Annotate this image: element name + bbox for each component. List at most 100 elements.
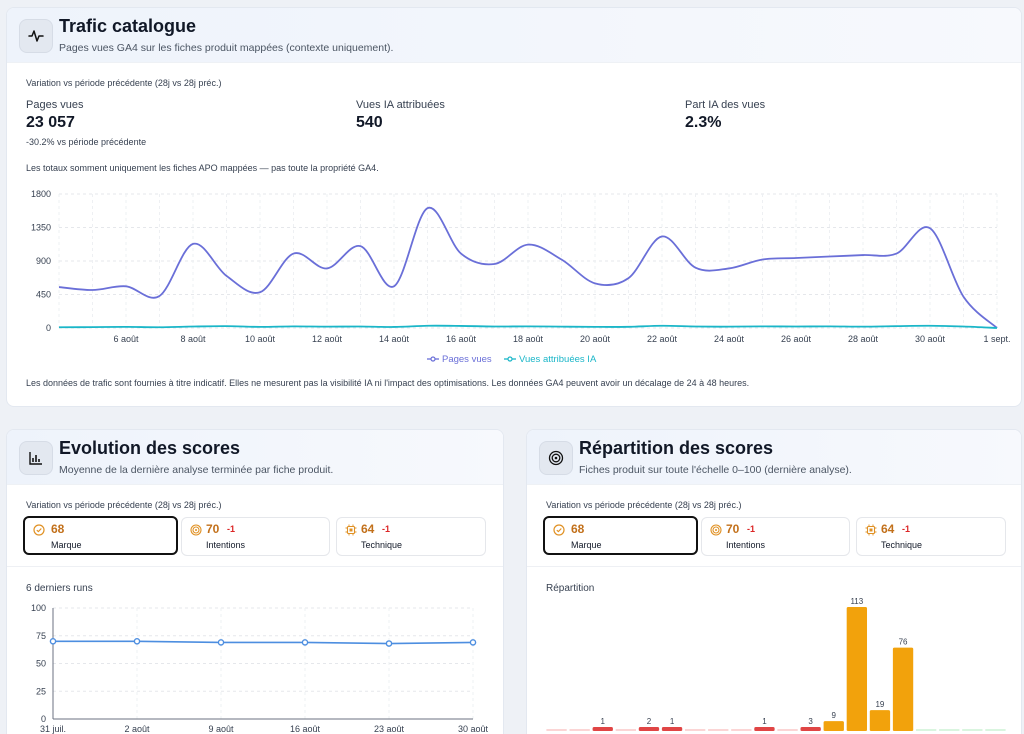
traffic-card-header: Trafic catalogue Pages vues GA4 sur les …: [7, 8, 1021, 63]
y-tick-label: 1350: [31, 223, 51, 233]
x-tick-label: 8 août: [180, 334, 206, 344]
bar-value-label: 19: [875, 700, 884, 709]
tile-intentions-value: 70: [206, 522, 220, 536]
y-tick-label: 0: [46, 323, 51, 333]
score-point: [49, 638, 57, 645]
totals-note: Les totaux somment uniquement les fiches…: [26, 163, 379, 173]
kpi-ia-share-value: 2.3%: [685, 114, 722, 131]
repartition-card: Répartition des scores Fiches produit su…: [526, 429, 1022, 734]
legend-item: Vues attribuées IA: [519, 354, 597, 365]
repartition-title: Répartition des scores: [579, 438, 774, 458]
x-tick-label: 28 août: [848, 334, 879, 344]
x-tick-label: 10 août: [245, 334, 276, 344]
kpi-ia-views-label: Vues IA attribuées: [356, 99, 445, 111]
x-tick-label: 14 août: [379, 334, 410, 344]
tile-intentions[interactable]: 70 -1 Intentions: [701, 517, 850, 556]
y-tick-label: 1800: [31, 189, 51, 199]
bar-value-label: 1: [670, 717, 675, 726]
bar: [800, 727, 821, 731]
legend-item: Pages vues: [442, 354, 492, 365]
tile-intentions-label: Intentions: [206, 540, 246, 550]
x-tick-label: 9 août: [208, 724, 234, 734]
tile-intentions-value: 70: [726, 522, 740, 536]
tile-marque-label: Marque: [51, 540, 82, 550]
bullseye-icon: [710, 524, 722, 536]
x-tick-label: 26 août: [781, 334, 812, 344]
tile-intentions[interactable]: 70 -1 Intentions: [181, 517, 330, 556]
score-point: [385, 640, 393, 647]
bar: [638, 727, 660, 731]
x-tick-label: 1 sept.: [983, 334, 1010, 344]
evolution-title: Evolution des scores: [59, 438, 241, 458]
chip-icon: [345, 524, 357, 536]
x-tick-label: 16 août: [290, 724, 321, 734]
x-tick-label: 23 août: [374, 724, 405, 734]
tile-marque[interactable]: 68 Marque: [543, 516, 698, 555]
bar: [661, 727, 683, 731]
score-point: [133, 638, 141, 645]
series-line-0: [58, 207, 998, 329]
tile-marque-value: 68: [571, 522, 585, 536]
score-point: [469, 639, 477, 646]
repartition-card-header: Répartition des scores Fiches produit su…: [527, 430, 1021, 485]
tile-intentions-delta: -1: [227, 524, 236, 534]
bar: [823, 721, 844, 731]
tile-technique-delta: -1: [902, 524, 911, 534]
kpi-pages-label: Pages vues: [26, 99, 84, 111]
x-tick-label: 31 juil.: [40, 724, 66, 734]
kpi-ia-share-label: Part IA des vues: [685, 99, 766, 111]
bar-value-label: 9: [832, 711, 837, 720]
evolution-subtitle: Moyenne de la dernière analyse terminée …: [59, 464, 334, 476]
divider: [7, 566, 503, 567]
target-icon: [553, 524, 565, 536]
bar-baseline: [777, 729, 798, 731]
y-tick-label: 450: [36, 290, 51, 300]
bar-baseline: [962, 729, 983, 731]
x-tick-label: 20 août: [580, 334, 611, 344]
tile-marque[interactable]: 68 Marque: [23, 516, 178, 555]
x-tick-label: 18 août: [513, 334, 544, 344]
tile-technique-label: Technique: [881, 540, 923, 550]
bullseye-icon: [190, 524, 202, 536]
score-point: [217, 639, 225, 646]
y-tick-label: 75: [36, 631, 46, 641]
activity-icon: [19, 19, 53, 53]
tile-technique-value: 64: [881, 522, 895, 536]
tile-technique-label: Technique: [361, 540, 403, 550]
traffic-chart: 0 450 900 1350 1800 6 août 8 août 10 août 12 aoû…: [31, 189, 1011, 365]
y-tick-label: 50: [36, 659, 46, 669]
chip-icon: [865, 524, 877, 536]
bar-value-label: 3: [808, 717, 813, 726]
bar-baseline: [546, 729, 567, 731]
evolution-variation-note: Variation vs période précédente (28j vs …: [26, 500, 222, 510]
bar-baseline: [939, 729, 960, 731]
radar-icon: [539, 441, 573, 475]
bar: [846, 607, 868, 731]
tile-marque-value: 68: [51, 522, 65, 536]
legend-marker: [507, 356, 513, 362]
x-tick-label: 6 août: [113, 334, 139, 344]
kpi-pages-delta: -30.2% vs période précédente: [26, 137, 147, 147]
kpi-pages-value: 23 057: [26, 114, 75, 131]
bar: [754, 727, 775, 731]
bar-baseline: [731, 729, 752, 731]
tile-technique[interactable]: 64 -1 Technique: [336, 517, 486, 556]
bar-value-label: 2: [647, 717, 652, 726]
y-tick-label: 900: [36, 256, 51, 266]
bar: [892, 647, 914, 731]
bar-chart-icon: [19, 441, 53, 475]
repartition-subtitle: Fiches produit sur toute l'échelle 0–100…: [579, 464, 852, 476]
tile-technique[interactable]: 64 -1 Technique: [856, 517, 1006, 556]
traffic-title: Trafic catalogue: [59, 16, 197, 36]
bar-value-label: 1: [762, 717, 767, 726]
x-tick-label: 24 août: [714, 334, 745, 344]
legend-marker: [430, 356, 436, 362]
y-tick-label: 0: [41, 714, 46, 724]
bar-baseline: [915, 729, 937, 731]
x-tick-label: 2 août: [124, 724, 150, 734]
bar-baseline: [615, 729, 637, 731]
runs-label: 6 derniers runs: [26, 583, 93, 594]
evolution-card: Evolution des scores Moyenne de la derni…: [6, 429, 504, 734]
bar-value-label: 76: [899, 638, 908, 647]
